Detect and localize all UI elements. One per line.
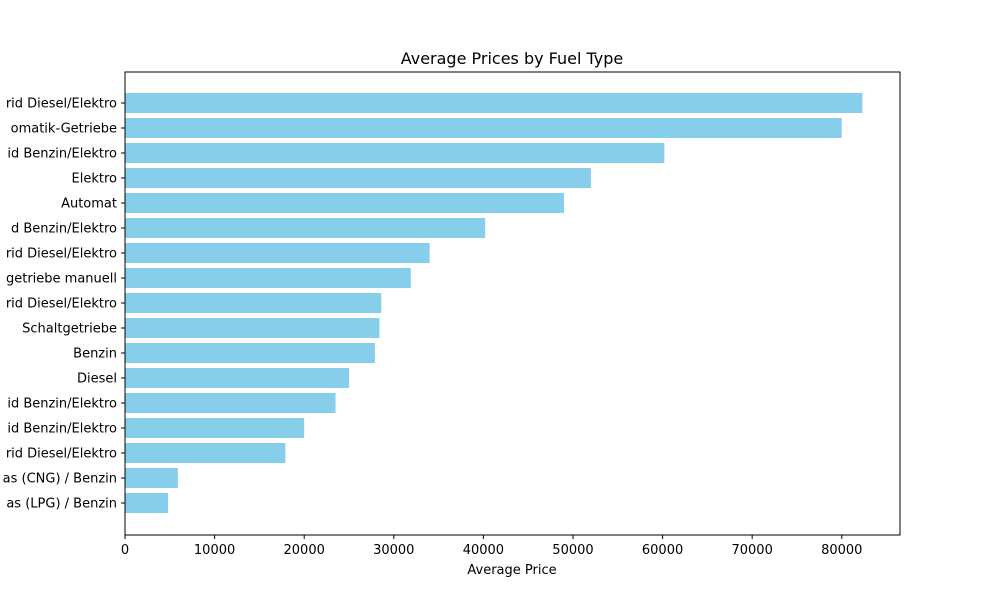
- x-tick-label: 10000: [194, 543, 235, 558]
- plot-frame: [124, 71, 901, 536]
- y-tick-label: Schaltgetriebe: [22, 322, 117, 337]
- bar: [125, 268, 411, 288]
- bar: [125, 293, 382, 313]
- bar: [125, 143, 665, 163]
- bar: [125, 368, 349, 388]
- bar: [125, 243, 430, 263]
- y-tick-label: rid Diesel/Elektro: [6, 297, 117, 312]
- x-tick-label: 70000: [731, 543, 772, 558]
- y-tick-label: Benzin: [73, 347, 117, 362]
- x-axis-label: Average Price: [467, 563, 556, 578]
- x-tick-label: 40000: [463, 543, 504, 558]
- y-tick-label: id Benzin/Elektro: [7, 147, 117, 162]
- chart-title: Average Prices by Fuel Type: [401, 49, 624, 68]
- x-tick-label: 0: [121, 543, 129, 558]
- x-tick-label: 80000: [821, 543, 862, 558]
- y-tick-label: rid Diesel/Elektro: [6, 447, 117, 462]
- bar: [125, 193, 565, 213]
- bar: [125, 218, 486, 238]
- bar: [125, 418, 305, 438]
- y-tick-label: id Benzin/Elektro: [7, 397, 117, 412]
- bar: [125, 493, 169, 513]
- y-tick-label: id Benzin/Elektro: [7, 422, 117, 437]
- x-tick-label: 60000: [642, 543, 683, 558]
- y-tick-label: Elektro: [72, 172, 118, 187]
- y-tick-label: omatik-Getriebe: [11, 122, 117, 137]
- bar: [125, 168, 591, 188]
- y-tick-label: as (LPG) / Benzin: [6, 497, 117, 512]
- x-tick-labels: 0 10000 20000 30000 40000 50000 60000 70000 8000…: [121, 535, 862, 558]
- y-tick-label: as (CNG) / Benzin: [3, 472, 117, 487]
- bar: [125, 393, 336, 413]
- x-tick-label: 50000: [552, 543, 593, 558]
- y-tick-label: rid Diesel/Elektro: [6, 247, 117, 262]
- bar: [125, 118, 842, 138]
- y-tick-labels: rid Diesel/Elektro omatik-Getriebe id Benz…: [3, 97, 125, 512]
- bar: [125, 318, 380, 338]
- y-tick-label: Diesel: [77, 372, 117, 387]
- bar: [125, 93, 863, 113]
- bar: [125, 468, 178, 488]
- y-tick-label: Automat: [61, 197, 117, 212]
- x-tick-label: 20000: [284, 543, 325, 558]
- y-tick-label: d Benzin/Elektro: [11, 222, 117, 237]
- x-tick-label: 30000: [373, 543, 414, 558]
- bar: [125, 443, 286, 463]
- bars-layer: [125, 93, 863, 513]
- y-tick-label: getriebe manuell: [6, 272, 117, 287]
- y-tick-label: rid Diesel/Elektro: [6, 97, 117, 112]
- bar: [125, 343, 375, 363]
